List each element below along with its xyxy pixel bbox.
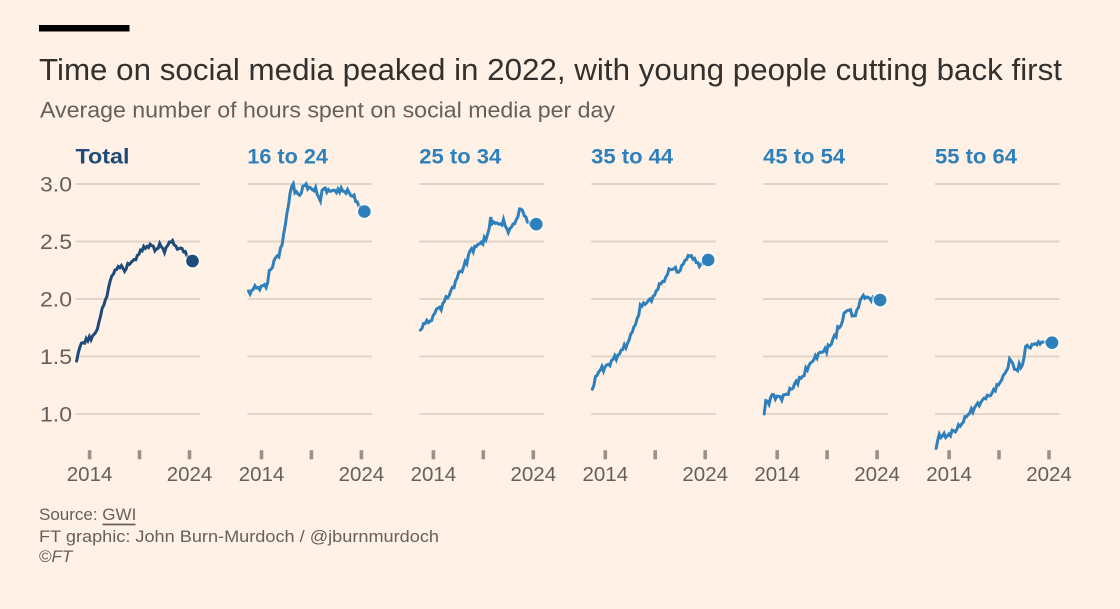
svg-text:2014: 2014: [411, 463, 457, 486]
svg-text:Time on social media peaked in: Time on social media peaked in 2022, wit…: [39, 52, 1062, 87]
svg-text:2014: 2014: [926, 463, 972, 486]
svg-text:2.5: 2.5: [40, 231, 72, 254]
svg-text:25 to 34: 25 to 34: [419, 146, 501, 169]
svg-text:2.0: 2.0: [40, 288, 72, 311]
svg-text:1.5: 1.5: [40, 346, 72, 369]
svg-text:2014: 2014: [67, 463, 113, 486]
svg-text:55 to 64: 55 to 64: [935, 146, 1017, 169]
svg-text:2014: 2014: [582, 463, 628, 486]
svg-text:16 to 24: 16 to 24: [247, 146, 328, 169]
svg-text:2024: 2024: [1026, 463, 1072, 486]
svg-text:3.0: 3.0: [40, 173, 72, 196]
svg-text:2024: 2024: [167, 463, 213, 486]
svg-text:2024: 2024: [510, 463, 556, 486]
svg-text:45 to 54: 45 to 54: [763, 146, 845, 169]
svg-text:2024: 2024: [682, 463, 728, 486]
svg-text:FT graphic: John Burn-Murdoch: FT graphic: John Burn-Murdoch / @jburnmu…: [39, 527, 439, 546]
svg-text:1.0: 1.0: [40, 403, 72, 426]
svg-text:Average number of hours spent: Average number of hours spent on social …: [40, 98, 616, 123]
svg-text:Source: GWI: Source: GWI: [39, 505, 136, 524]
svg-text:35 to 44: 35 to 44: [591, 146, 673, 169]
svg-text:©FT: ©FT: [39, 547, 74, 566]
svg-text:Total: Total: [76, 146, 130, 169]
svg-text:2024: 2024: [854, 463, 900, 486]
svg-text:2014: 2014: [754, 463, 800, 486]
svg-text:2024: 2024: [339, 463, 385, 486]
svg-text:2014: 2014: [239, 463, 285, 486]
